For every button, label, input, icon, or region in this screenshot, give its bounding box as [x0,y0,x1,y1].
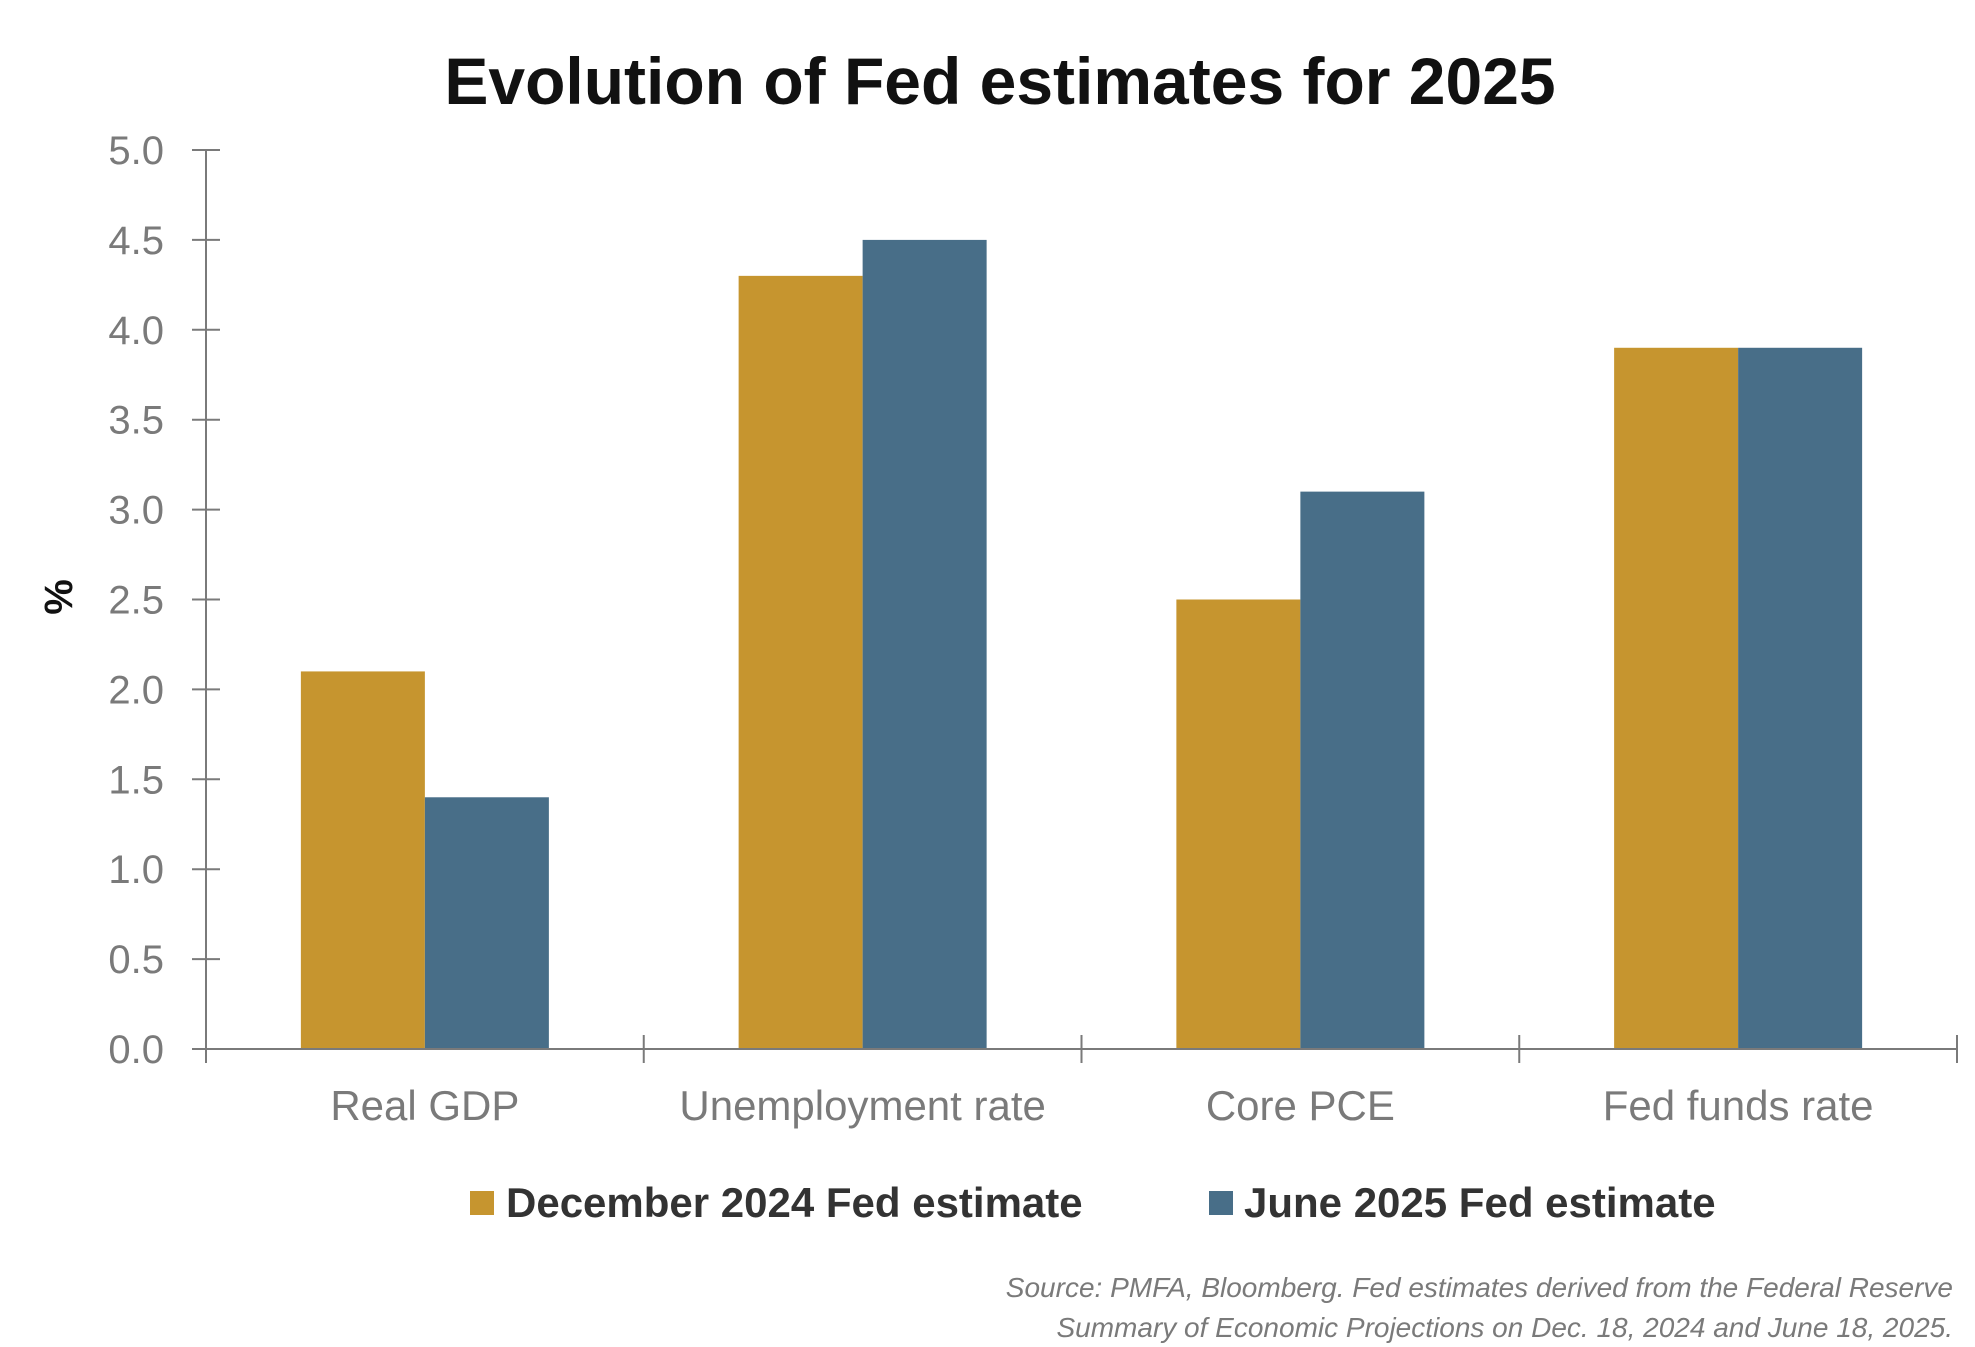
y-tick-label: 1.5 [108,758,164,802]
x-category-label-real-gdp: Real GDP [330,1082,519,1129]
bar-fed-funds-rate-series-1 [1614,347,1739,1049]
legend: December 2024 Fed estimate June 2025 Fed… [470,1179,1716,1226]
legend-label-june-2025: June 2025 Fed estimate [1244,1179,1716,1226]
source-line-1: Source: PMFA, Bloomberg. Fed estimates d… [1006,1272,1953,1303]
bar-unemployment-rate-series-2 [862,239,987,1049]
bar-real-gdp-series-1 [300,671,425,1049]
y-tick-label: 5.0 [108,129,164,173]
legend-swatch-december-2024 [470,1191,494,1215]
y-axis-label: % [37,579,81,615]
y-tick-label: 0.5 [108,938,164,982]
x-category-label-core-pce: Core PCE [1206,1082,1395,1129]
y-tick-label: 4.5 [108,219,164,263]
y-tick-label: 2.0 [108,668,164,712]
bar-unemployment-rate-series-1 [738,275,863,1049]
y-tick-label: 3.0 [108,489,164,533]
y-tick-label: 0.0 [108,1028,164,1072]
bar-real-gdp-series-2 [424,797,549,1049]
source-line-2: Summary of Economic Projections on Dec. … [1056,1312,1953,1343]
y-tick-label: 1.0 [108,848,164,892]
bar-fed-funds-rate-series-2 [1738,347,1863,1049]
x-category-label-unemployment-rate: Unemployment rate [679,1082,1046,1129]
y-tick-label: 4.0 [108,309,164,353]
y-tick-label: 2.5 [108,579,164,623]
bar-core-pce-series-1 [1176,599,1301,1049]
y-tick-label: 3.5 [108,399,164,443]
chart-title: Evolution of Fed estimates for 2025 [444,44,1555,118]
legend-label-december-2024: December 2024 Fed estimate [506,1179,1083,1226]
bar-core-pce-series-2 [1300,491,1425,1049]
x-category-label-fed-funds-rate: Fed funds rate [1603,1082,1874,1129]
legend-swatch-june-2025 [1209,1191,1233,1215]
